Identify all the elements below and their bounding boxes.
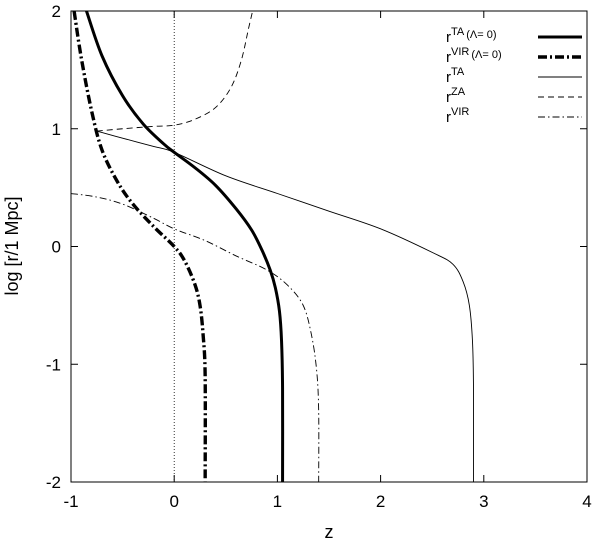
x-tick-label: -1 [63, 492, 78, 511]
x-tick-label: 0 [169, 492, 178, 511]
series-line-rta [96, 130, 475, 483]
legend-item-rta: rTA [446, 66, 582, 86]
y-tick-label: -1 [46, 355, 61, 374]
axis-ticks [70, 10, 588, 483]
legend-label: rVIR [446, 106, 469, 126]
y-tick-label: 2 [52, 2, 61, 21]
legend-item-rvir-lambda0: rVIR (Λ= 0) [446, 46, 582, 66]
x-tick-label: 1 [273, 492, 282, 511]
legend-label: rTA [446, 66, 465, 86]
plot-frame [70, 10, 588, 483]
series-layer [70, 10, 475, 483]
x-tick-label: 3 [479, 492, 488, 511]
y-tick-label: -2 [46, 473, 61, 492]
x-axis-label: z [325, 522, 334, 542]
series-line-rta-lambda0 [85, 10, 285, 483]
legend-label: rTA (Λ= 0) [446, 26, 497, 46]
y-tick-label: 0 [52, 238, 61, 257]
y-axis-label: log [r/1 Mpc] [2, 196, 22, 295]
y-tick-label: 1 [52, 120, 61, 139]
series-line-rvir [70, 193, 320, 483]
x-tick-label: 2 [376, 492, 385, 511]
legend-label: rZA [446, 86, 466, 106]
x-tick-label: 4 [582, 492, 591, 511]
legend-item-rta-lambda0: rTA (Λ= 0) [446, 26, 582, 46]
series-line-rvir-lambda0 [72, 10, 208, 483]
legend-label: rVIR (Λ= 0) [446, 46, 502, 66]
legend-item-rza: rZA [446, 86, 582, 106]
legend-item-rvir: rVIR [446, 106, 582, 126]
series-line-rza [96, 10, 254, 132]
